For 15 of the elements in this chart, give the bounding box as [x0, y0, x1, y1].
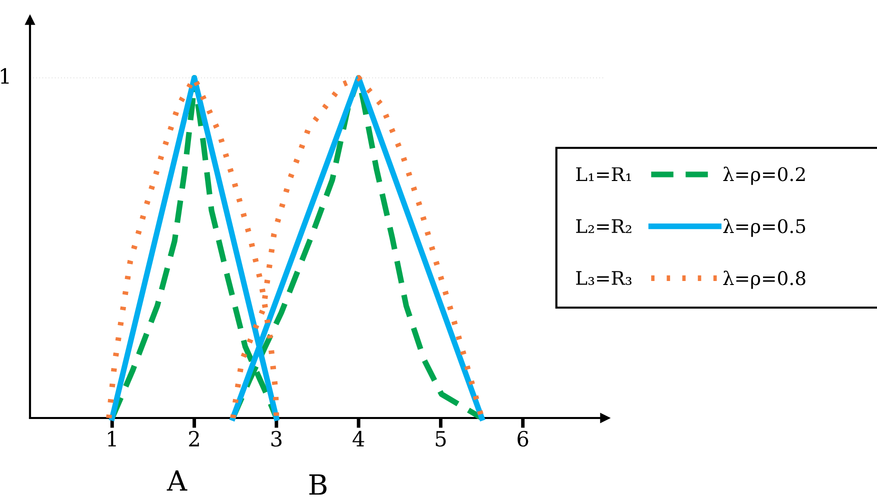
x-tick-label: 1: [108, 430, 116, 446]
text: λ=ρ=0.2: [723, 166, 805, 185]
legend-label: L₂=R₂: [576, 219, 632, 233]
text: λ=ρ=0.8: [723, 270, 806, 289]
legend-label: L₃=R₃: [576, 271, 632, 285]
text: A: [166, 470, 188, 491]
x-tick-label: 6: [518, 430, 528, 447]
x-tick-label: 5: [436, 431, 446, 447]
x-tick-label: 2: [189, 430, 199, 446]
text: 1: [0, 68, 9, 84]
legend-label: L₁=R₁: [576, 167, 631, 182]
text: λ=ρ=0.5: [723, 218, 806, 237]
x-tick-label: 3: [271, 430, 282, 447]
x-tick-label: 4: [352, 430, 364, 446]
text: B: [309, 474, 327, 495]
